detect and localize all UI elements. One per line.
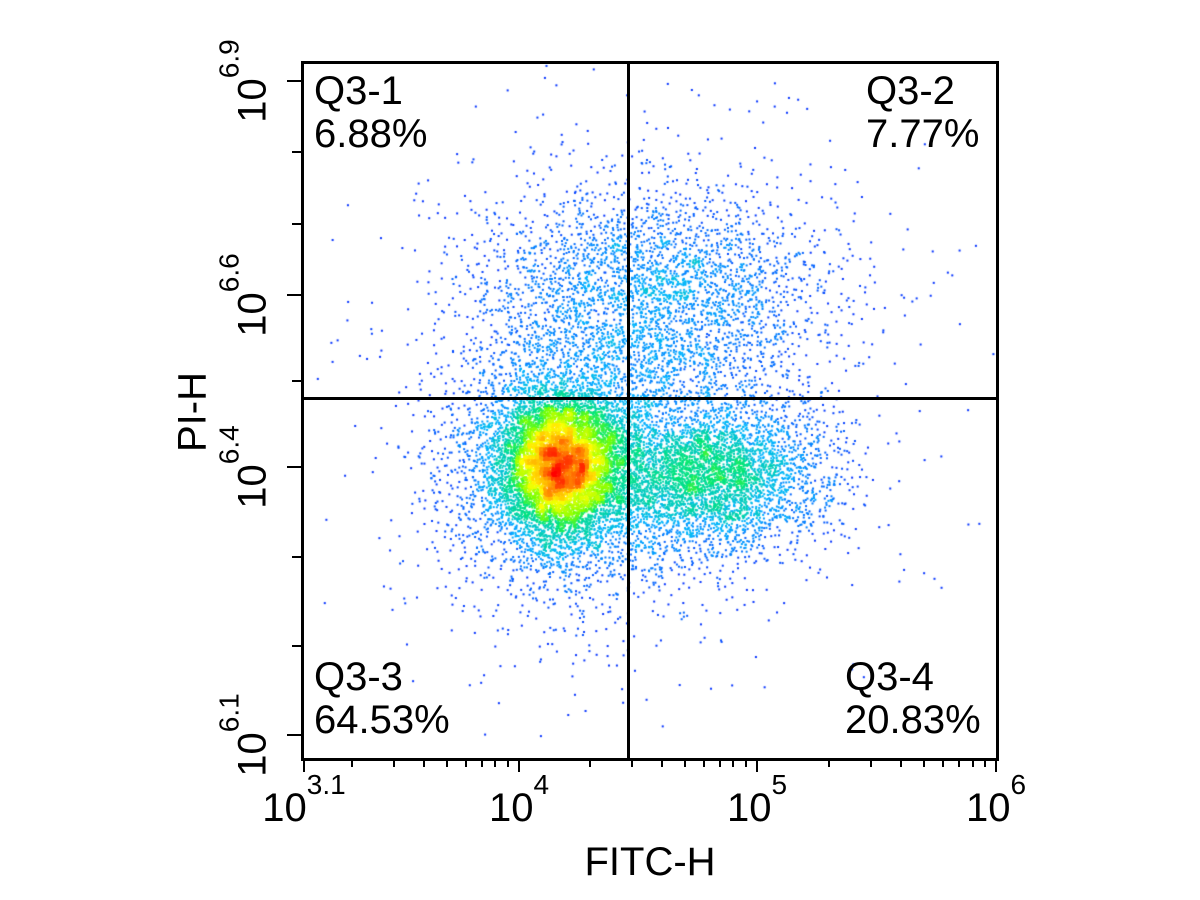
- x-axis-minor-tick: [423, 758, 425, 767]
- x-axis-minor-tick: [732, 758, 734, 767]
- x-axis-minor-tick: [719, 758, 721, 767]
- x-axis-title: FITC-H: [584, 840, 716, 884]
- x-axis-minor-tick: [481, 758, 483, 767]
- quadrant-label-q3-2: Q3-2 7.77%: [866, 70, 979, 156]
- x-axis-major-tick: [303, 758, 305, 772]
- quadrant-percent: 7.77%: [866, 112, 980, 156]
- y-axis-tick-label: 106.6: [213, 253, 275, 337]
- x-axis-minor-tick: [870, 758, 872, 767]
- y-axis-tick-label: 106.4: [213, 425, 275, 509]
- x-axis-minor-tick: [828, 758, 830, 767]
- x-axis-minor-tick: [661, 758, 663, 767]
- quadrant-label-q3-3: Q3-3 64.53%: [314, 656, 450, 742]
- x-axis-minor-tick: [393, 758, 395, 767]
- quadrant-gate-vertical-line[interactable]: [627, 64, 630, 758]
- y-axis-major-tick: [287, 466, 301, 468]
- y-axis-tick-label: 106.9: [213, 39, 275, 123]
- y-axis-minor-tick: [292, 151, 301, 153]
- quadrant-name: Q3-4: [845, 655, 934, 699]
- x-axis-minor-tick: [972, 758, 974, 767]
- x-axis-minor-tick: [507, 758, 509, 767]
- x-axis-minor-tick: [942, 758, 944, 767]
- x-axis-minor-tick: [446, 758, 448, 767]
- quadrant-name: Q3-1: [314, 69, 403, 113]
- quadrant-name: Q3-3: [314, 655, 403, 699]
- quadrant-percent: 64.53%: [314, 698, 450, 742]
- x-axis-minor-tick: [494, 758, 496, 767]
- quadrant-gate-horizontal-line[interactable]: [304, 397, 996, 400]
- x-axis-minor-tick: [923, 758, 925, 767]
- x-axis-tick-label: 104: [488, 769, 550, 830]
- x-axis-minor-tick: [351, 758, 353, 767]
- y-axis-major-tick: [287, 734, 301, 736]
- x-axis-tick-label: 106: [965, 769, 1027, 830]
- x-axis-minor-tick: [589, 758, 591, 767]
- quadrant-label-q3-4: Q3-4 20.83%: [845, 656, 981, 742]
- y-axis-major-tick: [287, 80, 301, 82]
- quadrant-percent: 6.88%: [314, 112, 428, 156]
- y-axis-minor-tick: [292, 223, 301, 225]
- x-axis-minor-tick: [703, 758, 705, 767]
- x-axis-minor-tick: [900, 758, 902, 767]
- y-axis-minor-tick: [292, 645, 301, 647]
- x-axis-major-tick: [518, 758, 520, 772]
- y-axis-major-tick: [287, 294, 301, 296]
- x-axis-tick-label: 103.1: [262, 769, 346, 830]
- x-axis-minor-tick: [631, 758, 633, 767]
- x-axis-tick-label: 105: [726, 769, 788, 830]
- y-axis-tick-label: 106.1: [213, 693, 275, 777]
- x-axis-minor-tick: [984, 758, 986, 767]
- y-axis-title: PI-H: [170, 372, 215, 452]
- quadrant-name: Q3-2: [866, 69, 955, 113]
- quadrant-percent: 20.83%: [845, 698, 981, 742]
- x-axis-major-tick: [756, 758, 758, 772]
- x-axis-minor-tick: [465, 758, 467, 767]
- y-axis-minor-tick: [292, 556, 301, 558]
- quadrant-label-q3-1: Q3-1 6.88%: [314, 70, 427, 156]
- x-axis-major-tick: [995, 758, 997, 772]
- x-axis-minor-tick: [745, 758, 747, 767]
- x-axis-minor-tick: [684, 758, 686, 767]
- x-axis-minor-tick: [958, 758, 960, 767]
- y-axis-minor-tick: [292, 380, 301, 382]
- density-scatter-canvas: [304, 64, 996, 758]
